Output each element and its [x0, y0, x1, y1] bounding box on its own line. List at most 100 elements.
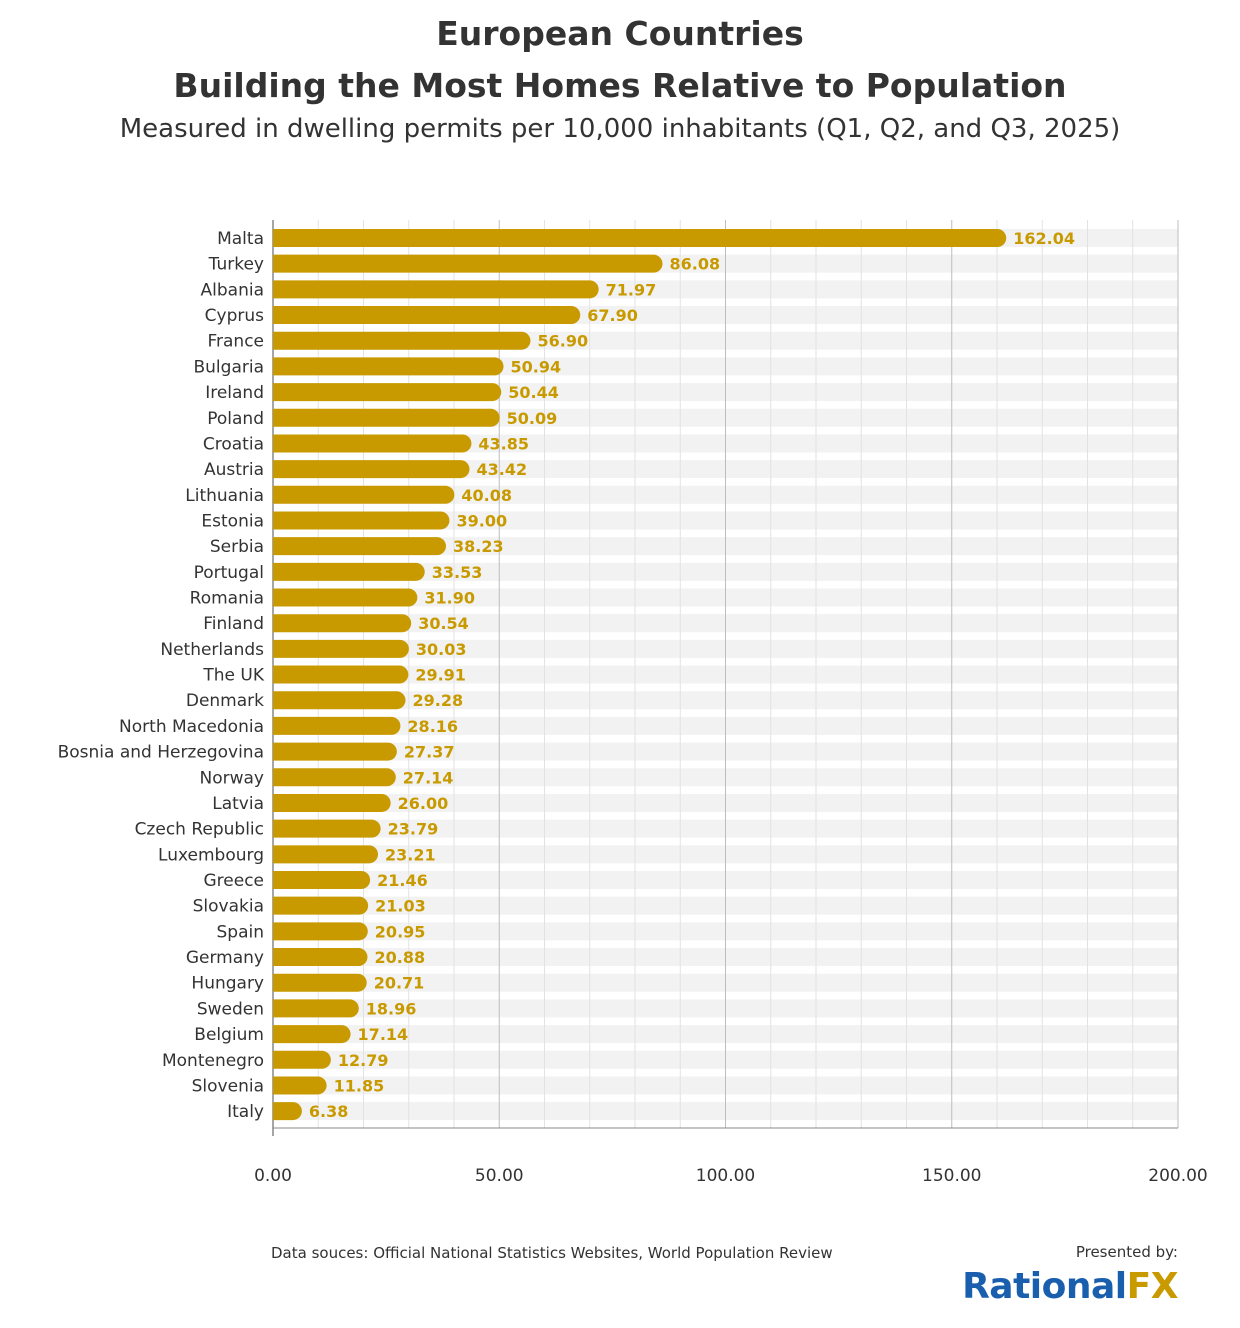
data-label: 29.91 [415, 666, 466, 685]
data-label: 30.54 [418, 614, 469, 633]
category-label: The UK [202, 666, 264, 686]
category-label: Croatia [203, 434, 264, 454]
category-label: North Macedonia [119, 717, 264, 737]
category-label: Slovakia [193, 897, 264, 917]
bar-albania [273, 280, 599, 299]
category-label: Belgium [194, 1025, 264, 1045]
data-label: 12.79 [338, 1051, 389, 1070]
category-label: Serbia [210, 537, 264, 557]
bar-slovakia [273, 896, 369, 915]
chart-subtitle: Measured in dwelling permits per 10,000 … [119, 114, 1121, 144]
category-label: Finland [203, 614, 264, 634]
bar-bosnia-and-herzegovina [273, 742, 397, 761]
data-label: 31.90 [424, 589, 475, 608]
data-label: 30.03 [416, 640, 467, 659]
bar-italy [273, 1102, 302, 1121]
bar-cyprus [273, 306, 581, 325]
category-label: Netherlands [160, 640, 264, 660]
category-label: Turkey [208, 255, 264, 275]
category-label: Sweden [197, 999, 264, 1019]
data-label: 40.08 [461, 486, 512, 505]
category-label: Czech Republic [135, 820, 264, 840]
bar-belgium [273, 1025, 351, 1044]
data-label: 86.08 [670, 255, 721, 274]
category-label: Estonia [201, 511, 264, 531]
data-label: 43.42 [476, 460, 527, 479]
category-label: Luxembourg [158, 845, 264, 865]
bar-estonia [273, 511, 450, 530]
data-label: 38.23 [453, 537, 504, 556]
bar-serbia [273, 537, 446, 556]
data-label: 23.21 [385, 845, 436, 864]
bar-latvia [273, 793, 391, 812]
rationalfx-logo: RationalFX [962, 1266, 1178, 1307]
data-label: 21.46 [377, 871, 428, 890]
data-label: 33.53 [432, 563, 483, 582]
x-tick-label: 100.00 [696, 1166, 755, 1186]
bar-austria [273, 460, 470, 479]
data-label: 56.90 [537, 332, 588, 351]
data-label: 26.00 [398, 794, 449, 813]
bar-romania [273, 588, 418, 607]
bar-greece [273, 871, 371, 889]
data-label: 17.14 [358, 1025, 409, 1044]
category-label: Poland [207, 409, 264, 429]
bar-netherlands [273, 639, 409, 658]
bar-turkey [273, 254, 663, 273]
data-label: 6.38 [309, 1102, 348, 1121]
x-tick-label: 200.00 [1148, 1166, 1207, 1186]
data-source: Data souces: Official National Statistic… [271, 1244, 833, 1262]
data-label: 11.85 [334, 1076, 385, 1095]
x-tick-label: 150.00 [922, 1166, 981, 1186]
bar-norway [273, 768, 396, 787]
data-label: 27.14 [403, 768, 454, 787]
bar-hungary [273, 973, 367, 992]
category-label: Albania [201, 280, 264, 300]
bar-malta [273, 229, 1007, 247]
bar-luxembourg [273, 845, 379, 864]
bar-germany [273, 948, 368, 967]
bar-france [273, 331, 531, 350]
data-label: 23.79 [388, 820, 439, 839]
bar-spain [273, 922, 368, 941]
bar-north-macedonia [273, 716, 401, 735]
data-label: 67.90 [587, 306, 638, 325]
data-label: 50.09 [507, 409, 558, 428]
category-label: France [207, 332, 264, 352]
category-label: Spain [217, 922, 265, 942]
presented-by: Presented by: [1075, 1243, 1178, 1261]
bar-slovenia [273, 1076, 327, 1095]
category-label: Malta [217, 229, 264, 249]
category-label: Bosnia and Herzegovina [58, 743, 264, 763]
category-label: Hungary [191, 974, 264, 994]
category-label: Lithuania [185, 486, 264, 506]
data-label: 39.00 [456, 511, 507, 530]
data-label: 43.85 [478, 434, 529, 453]
data-label: 71.97 [606, 280, 657, 299]
category-label: Cyprus [205, 306, 264, 326]
category-label: Italy [227, 1102, 264, 1122]
data-label: 21.03 [375, 897, 426, 916]
category-label: Ireland [205, 383, 264, 403]
bar-denmark [273, 691, 406, 710]
category-label: Norway [200, 768, 265, 788]
data-label: 50.94 [511, 357, 562, 376]
category-label: Bulgaria [194, 357, 265, 377]
category-label: Denmark [186, 691, 264, 711]
data-label: 20.71 [374, 974, 425, 993]
x-tick-label: 50.00 [475, 1166, 524, 1186]
bar-lithuania [273, 485, 455, 504]
data-label: 20.88 [374, 948, 425, 967]
category-label: Slovenia [192, 1076, 264, 1096]
x-tick-label: 0.00 [254, 1166, 292, 1186]
bar-the-uk [273, 665, 409, 684]
chart-title-line2: Building the Most Homes Relative to Popu… [173, 66, 1067, 105]
data-label: 20.95 [375, 922, 426, 941]
bar-bulgaria [273, 357, 504, 376]
chart-title: European Countries [436, 14, 804, 53]
bar-poland [273, 408, 500, 427]
data-label: 27.37 [404, 743, 455, 762]
bar-portugal [273, 562, 425, 581]
